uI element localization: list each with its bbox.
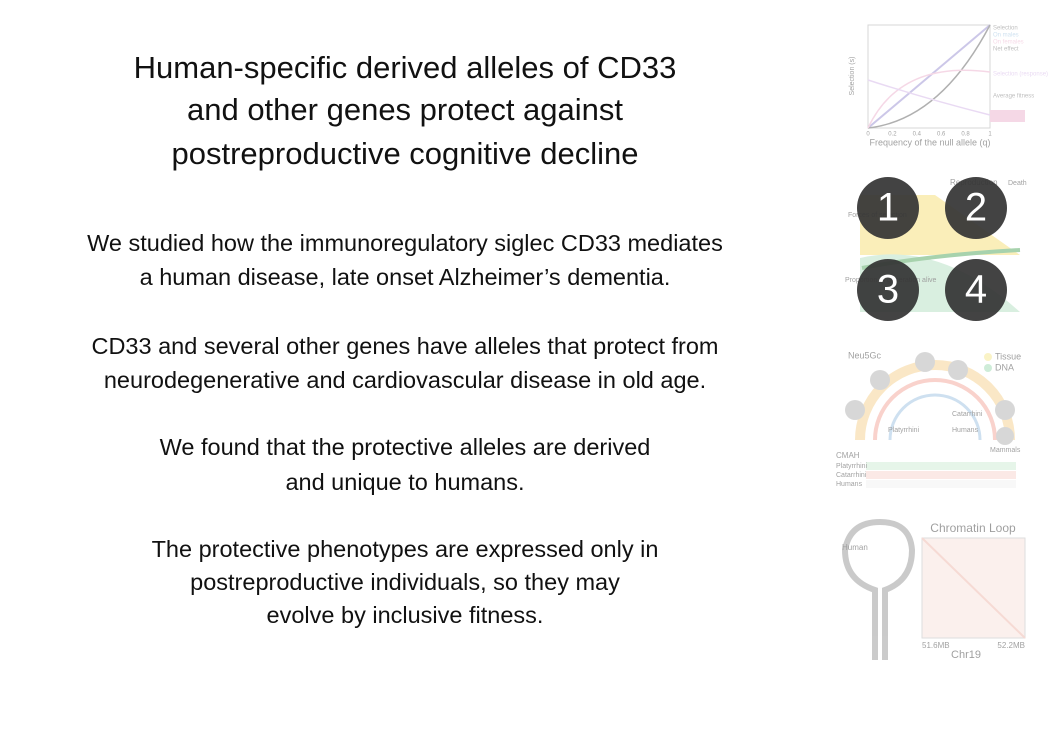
icon xyxy=(845,400,865,420)
x-tick-label: 0.4 xyxy=(913,132,922,138)
title-line: and other genes protect against xyxy=(186,92,624,127)
icon xyxy=(996,427,1014,445)
plot-frame xyxy=(867,24,991,129)
arc xyxy=(888,393,982,441)
label: Death xyxy=(1008,180,1027,187)
y-label: Selection (s) xyxy=(849,57,856,96)
legend-entry: Selection xyxy=(993,26,1018,32)
curve xyxy=(867,24,991,129)
paragraph-line: and unique to humans. xyxy=(285,469,525,495)
paragraph-line: We studied how the immunoregulatory sigl… xyxy=(87,230,723,256)
curve xyxy=(867,69,991,129)
x-tick-label: 0.2 xyxy=(888,132,897,138)
chromatin-loop: Chromatin Loop Human 51.6MB 52.2MB Chr19 xyxy=(841,518,1026,661)
legend-swatch xyxy=(990,110,1025,122)
heatmap xyxy=(921,537,1026,639)
label: Catarrhini xyxy=(952,411,983,418)
track xyxy=(866,462,1016,470)
row-label: Platyrrhini xyxy=(836,463,868,470)
icon xyxy=(948,360,968,380)
x-tick-label: 1 xyxy=(988,132,992,138)
axis-label: 52.2MB xyxy=(997,641,1025,650)
label: Humans xyxy=(952,427,979,434)
icon xyxy=(870,370,890,390)
label: Mammals xyxy=(990,447,1021,454)
icon xyxy=(995,400,1015,420)
paragraph-line: We found that the protective alleles are… xyxy=(159,434,651,460)
curve xyxy=(867,79,991,116)
badge xyxy=(945,177,1007,239)
icon xyxy=(915,352,935,372)
legend-entry: Net effect xyxy=(993,47,1019,53)
label: Platyrrhini xyxy=(888,427,920,434)
legend-entry: Average fitness xyxy=(993,94,1034,100)
legend-dot xyxy=(984,353,992,361)
paragraph-line: neurodegenerative and cardiovascular dis… xyxy=(103,367,707,393)
paragraph-line: CD33 and several other genes have allele… xyxy=(91,333,719,359)
arc xyxy=(873,378,997,441)
label: DNA xyxy=(995,362,1014,372)
loop xyxy=(841,518,916,660)
x-tick-label: 0.6 xyxy=(937,132,946,138)
arc xyxy=(855,360,1015,441)
paragraph-line: The protective phenotypes are expressed … xyxy=(151,536,659,562)
diagonal xyxy=(921,537,1026,639)
title-line: Human-specific derived alleles of CD33 xyxy=(133,50,677,85)
label: CMAH xyxy=(836,451,860,460)
label: Human xyxy=(842,543,868,552)
badge-number: 3 xyxy=(877,268,899,312)
track xyxy=(866,471,1016,479)
x-label: Frequency of the null allele (q) xyxy=(869,137,990,147)
x-ticks: 0 0.2 0.4 0.6 0.8 1 xyxy=(866,132,992,138)
curve xyxy=(867,24,991,129)
life-stages: Reproduction Death Forces of selection P… xyxy=(845,177,1027,321)
label: Neu5Gc xyxy=(848,350,882,360)
badge xyxy=(945,259,1007,321)
legend-entry: On females xyxy=(993,40,1024,46)
row-label: Humans xyxy=(836,481,863,488)
legend-dot xyxy=(984,364,992,372)
badge xyxy=(857,177,919,239)
title-line: postreproductive cognitive decline xyxy=(171,136,639,171)
paragraph-line: postreproductive individuals, so they ma… xyxy=(190,569,620,595)
phylogeny: Neu5Gc Tissue DNA Catarrhini Platyrrhini… xyxy=(836,350,1021,488)
selection-plot: Selection (s) Frequency of the null alle… xyxy=(849,24,1048,147)
axis-label: Chr19 xyxy=(951,649,981,661)
x-tick-label: 0.8 xyxy=(961,132,970,138)
track xyxy=(866,480,1016,488)
badge-number: 1 xyxy=(877,186,899,230)
heatmap-title: Chromatin Loop xyxy=(930,521,1016,535)
legend-entry: On males xyxy=(993,33,1019,39)
paragraph-line: evolve by inclusive fitness. xyxy=(266,602,544,628)
row-label: Catarrhini xyxy=(836,472,867,479)
label: Tissue xyxy=(995,351,1021,361)
axis-label: 51.6MB xyxy=(922,641,950,650)
x-tick-label: 0 xyxy=(866,132,870,138)
badge xyxy=(857,259,919,321)
badge-number: 4 xyxy=(965,268,987,312)
badge-number: 2 xyxy=(965,186,987,230)
legend-entry: Selection (response) xyxy=(993,72,1048,78)
paragraph-line: a human disease, late onset Alzheimer’s … xyxy=(139,264,671,290)
